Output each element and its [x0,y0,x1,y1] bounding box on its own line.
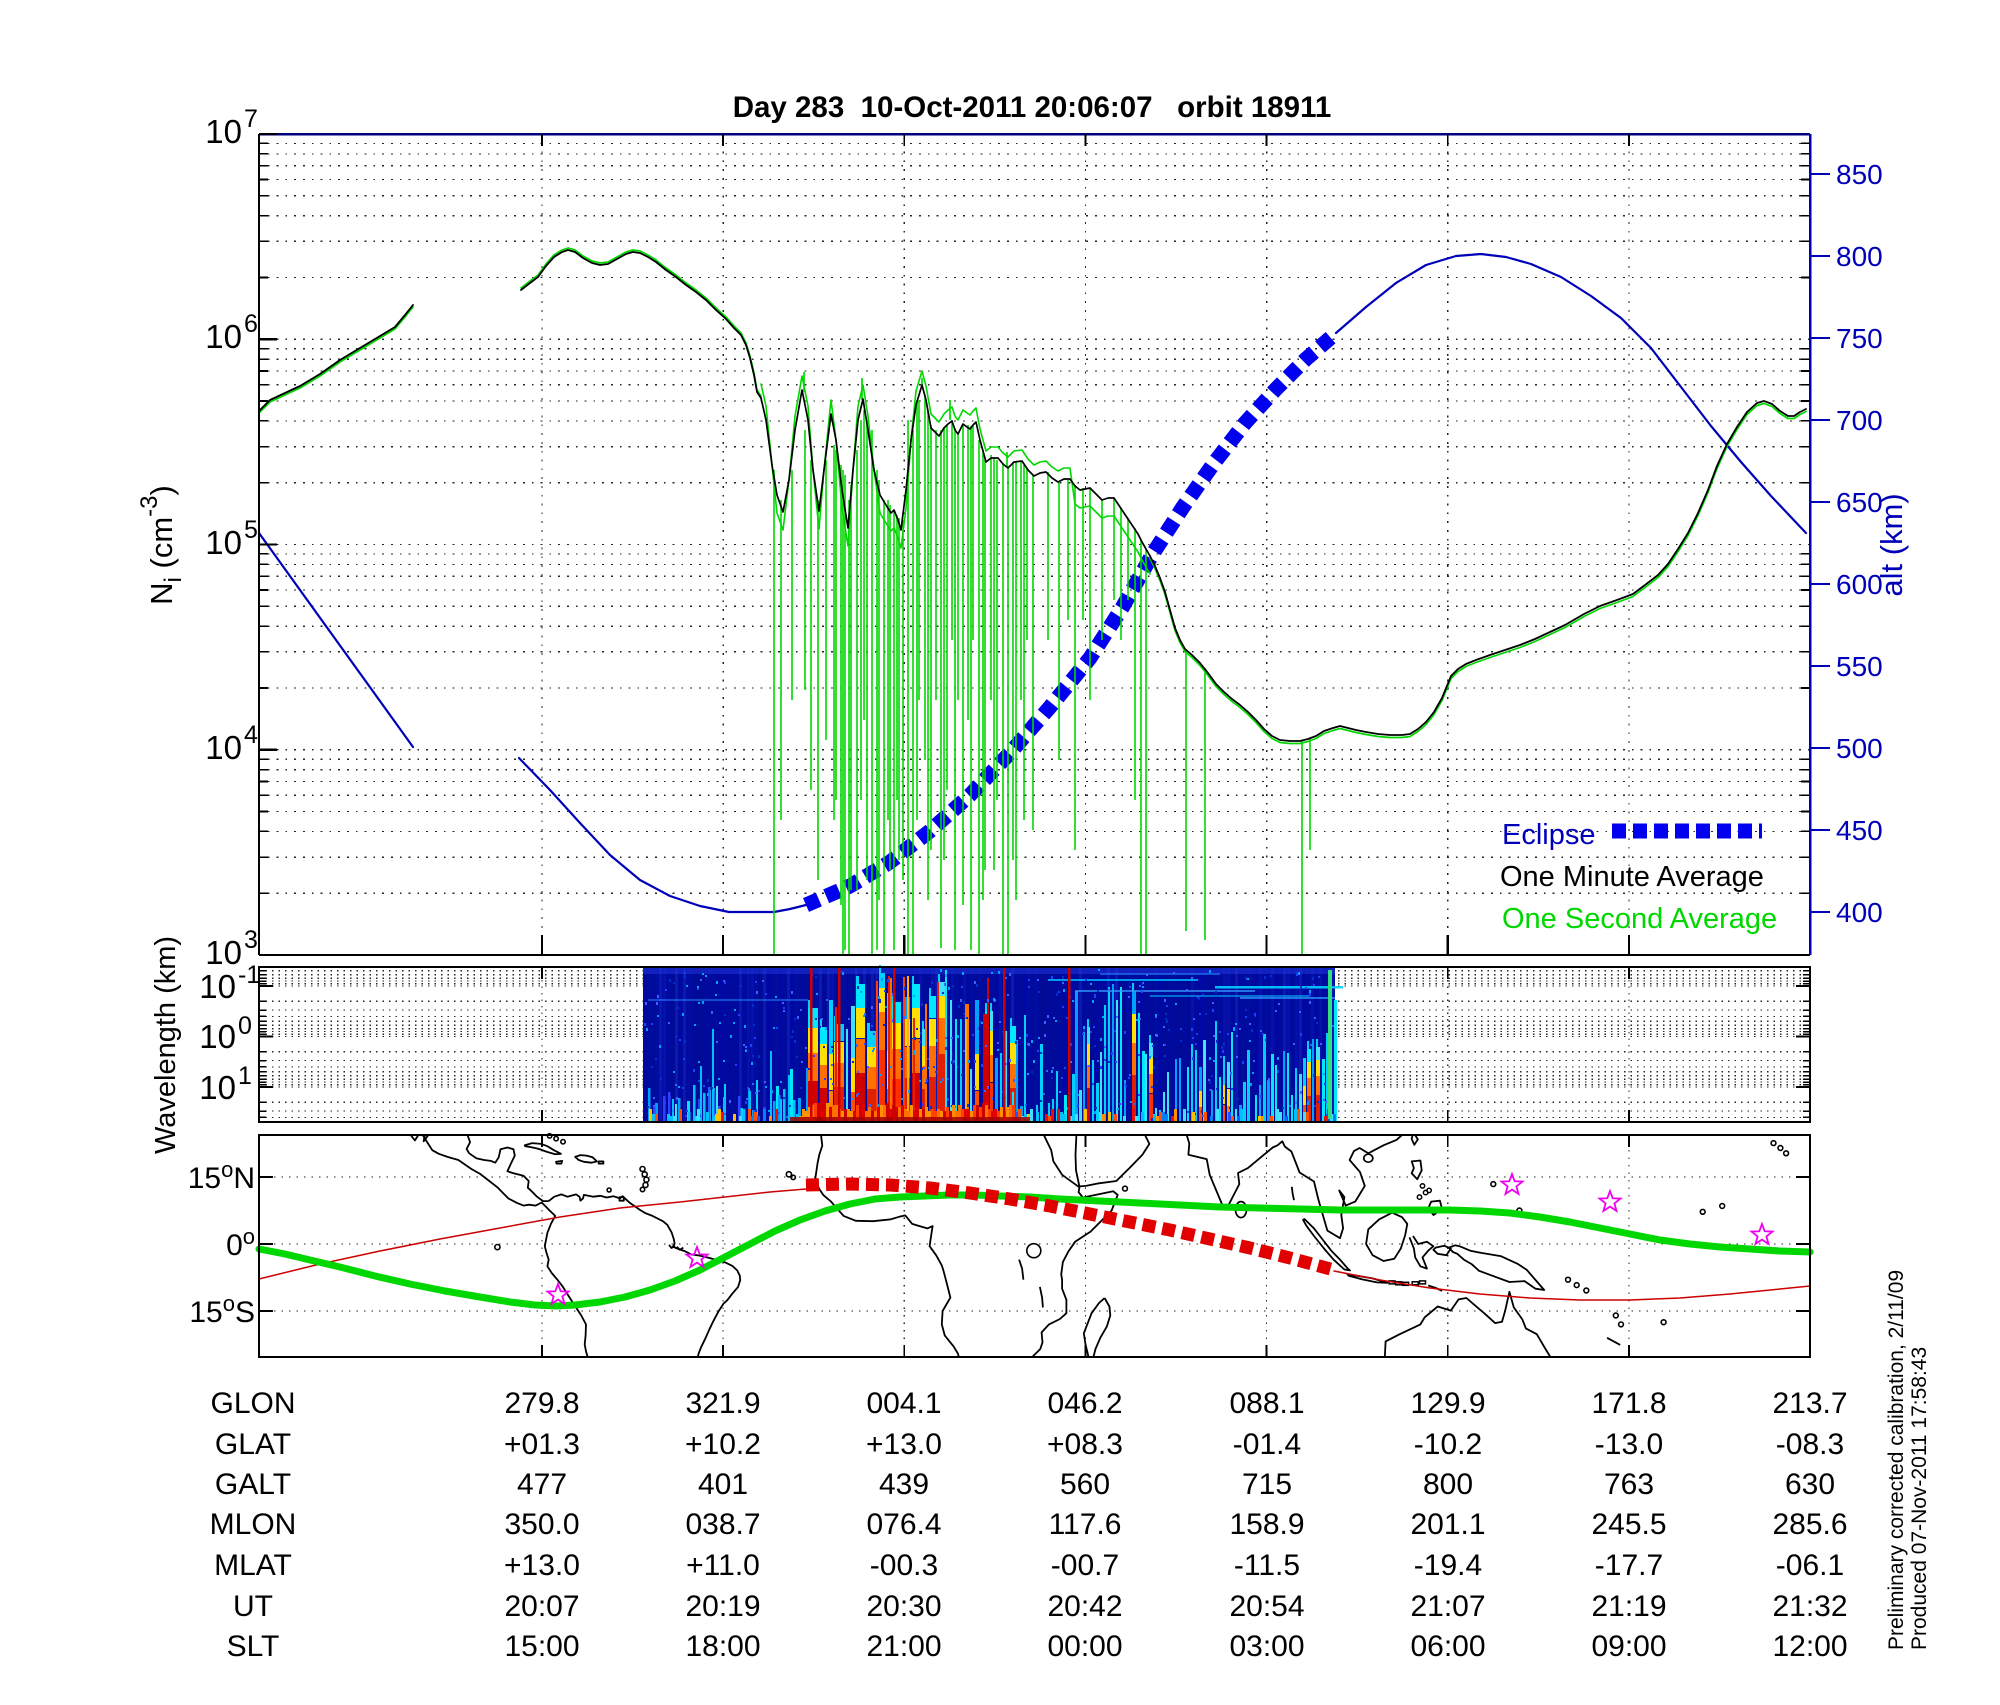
svg-text:129.9: 129.9 [1410,1387,1485,1420]
svg-text:SLT: SLT [227,1630,280,1663]
svg-text:GLAT: GLAT [215,1428,291,1461]
svg-text:MLAT: MLAT [214,1549,292,1582]
svg-text:10: 10 [199,1018,236,1055]
svg-text:Produced 07-Nov-2011 17:58:43: Produced 07-Nov-2011 17:58:43 [1908,1347,1931,1650]
svg-text:10: 10 [205,318,242,355]
svg-text:279.8: 279.8 [504,1387,579,1420]
svg-text:650: 650 [1836,487,1883,518]
svg-text:+13.0: +13.0 [866,1428,942,1461]
svg-text:-11.5: -11.5 [1234,1549,1300,1582]
svg-text:+08.3: +08.3 [1047,1428,1123,1461]
svg-text:+10.2: +10.2 [685,1428,761,1461]
svg-text:213.7: 213.7 [1772,1387,1847,1420]
svg-text:-19.4: -19.4 [1414,1549,1482,1582]
svg-text:004.1: 004.1 [866,1387,941,1420]
svg-text:477: 477 [517,1468,567,1501]
svg-text:3: 3 [244,926,258,954]
svg-text:171.8: 171.8 [1591,1387,1666,1420]
svg-text:21:19: 21:19 [1591,1590,1666,1623]
svg-text:321.9: 321.9 [685,1387,760,1420]
svg-text:10: 10 [199,1069,236,1106]
svg-text:076.4: 076.4 [866,1508,941,1541]
svg-text:18:00: 18:00 [685,1630,760,1663]
svg-text:20:42: 20:42 [1047,1590,1122,1623]
svg-text:0: 0 [238,1012,252,1040]
svg-text:500: 500 [1836,733,1883,764]
svg-text:1: 1 [238,1062,252,1090]
svg-text:Wavelength (km): Wavelength (km) [150,936,182,1154]
svg-text:-00.7: -00.7 [1051,1549,1119,1582]
svg-text:6: 6 [244,310,258,338]
svg-text:038.7: 038.7 [685,1508,760,1541]
svg-text:-17.7: -17.7 [1595,1549,1663,1582]
svg-text:700: 700 [1836,405,1883,436]
svg-text:158.9: 158.9 [1229,1508,1304,1541]
svg-text:10: 10 [205,524,242,561]
svg-text:-1: -1 [238,961,260,989]
svg-text:10: 10 [199,968,236,1005]
svg-text:350.0: 350.0 [504,1508,579,1541]
svg-text:15oS: 15oS [189,1291,255,1329]
svg-text:800: 800 [1423,1468,1473,1501]
svg-text:550: 550 [1836,651,1883,682]
svg-text:03:00: 03:00 [1229,1630,1304,1663]
svg-text:4: 4 [244,721,258,749]
svg-text:20:07: 20:07 [504,1590,579,1623]
svg-text:-08.3: -08.3 [1776,1428,1844,1461]
svg-text:+01.3: +01.3 [504,1428,580,1461]
svg-text:285.6: 285.6 [1772,1508,1847,1541]
svg-text:00:00: 00:00 [1047,1630,1122,1663]
svg-text:+11.0: +11.0 [686,1549,760,1582]
svg-text:-06.1: -06.1 [1776,1549,1844,1582]
svg-text:401: 401 [698,1468,748,1501]
svg-text:21:07: 21:07 [1410,1590,1485,1623]
svg-text:850: 850 [1836,159,1883,190]
svg-text:20:19: 20:19 [685,1590,760,1623]
svg-text:7: 7 [244,105,258,133]
svg-text:-10.2: -10.2 [1414,1428,1482,1461]
svg-text:-01.4: -01.4 [1233,1428,1301,1461]
svg-text:5: 5 [244,516,258,544]
svg-text:15:00: 15:00 [504,1630,579,1663]
svg-text:600: 600 [1836,569,1883,600]
svg-text:-00.3: -00.3 [870,1549,938,1582]
svg-text:088.1: 088.1 [1229,1387,1304,1420]
svg-text:One Second Average: One Second Average [1502,903,1777,935]
svg-text:21:00: 21:00 [866,1630,941,1663]
svg-text:201.1: 201.1 [1410,1508,1485,1541]
svg-text:Preliminary corrected calibrat: Preliminary corrected calibration, 2/11/… [1885,1270,1908,1650]
svg-text:10: 10 [205,729,242,766]
svg-text:715: 715 [1242,1468,1292,1501]
svg-text:800: 800 [1836,241,1883,272]
svg-text:One Minute Average: One Minute Average [1500,861,1764,893]
svg-text:Day 283 10-Oct-2011 20:06:07: Day 283 10-Oct-2011 20:06:07 orbit 18911 [733,91,1332,124]
svg-text:763: 763 [1604,1468,1654,1501]
svg-text:10: 10 [205,934,242,971]
svg-text:630: 630 [1785,1468,1835,1501]
svg-text:-13.0: -13.0 [1595,1428,1663,1461]
svg-text:245.5: 245.5 [1591,1508,1666,1541]
svg-text:GLON: GLON [210,1387,295,1420]
svg-text:UT: UT [233,1590,273,1623]
svg-text:117.6: 117.6 [1049,1508,1122,1541]
svg-text:12:00: 12:00 [1772,1630,1847,1663]
svg-text:Eclipse: Eclipse [1502,819,1596,851]
svg-text:10: 10 [205,113,242,150]
svg-text:alt (km): alt (km) [1874,493,1909,596]
svg-text:439: 439 [879,1468,929,1501]
svg-text:06:00: 06:00 [1410,1630,1485,1663]
svg-text:MLON: MLON [210,1508,297,1541]
svg-text:560: 560 [1060,1468,1110,1501]
svg-text:09:00: 09:00 [1591,1630,1666,1663]
svg-text:+13.0: +13.0 [504,1549,580,1582]
svg-text:GALT: GALT [215,1468,291,1501]
svg-text:20:30: 20:30 [866,1590,941,1623]
svg-text:450: 450 [1836,815,1883,846]
svg-text:750: 750 [1836,323,1883,354]
svg-text:21:32: 21:32 [1772,1590,1847,1623]
svg-text:046.2: 046.2 [1047,1387,1122,1420]
svg-text:400: 400 [1836,897,1883,928]
svg-text:20:54: 20:54 [1229,1590,1304,1623]
